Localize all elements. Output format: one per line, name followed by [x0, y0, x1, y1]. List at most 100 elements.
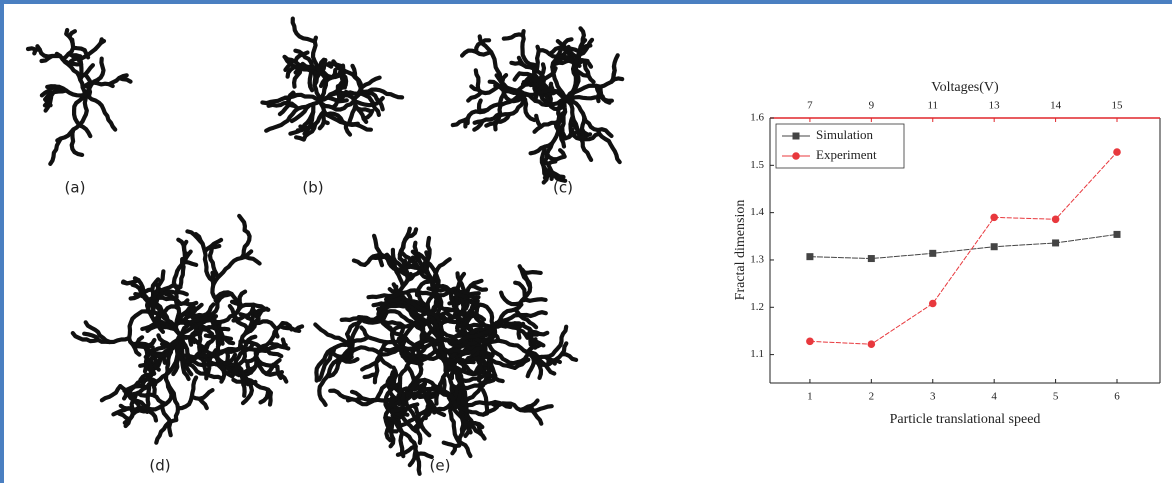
dendrite-branch — [207, 245, 220, 280]
dendrite-branch — [345, 397, 396, 407]
x2-tick-label: 7 — [807, 100, 813, 112]
dendrite-branch — [416, 251, 443, 343]
dendrite-branch — [513, 280, 527, 300]
dendrite-branch — [435, 283, 469, 300]
dendrite-branch — [231, 302, 256, 323]
dendrite-branch — [66, 46, 98, 67]
dendrite-branch — [290, 16, 317, 44]
x2-axis-label: Voltages(V) — [931, 80, 999, 95]
y-tick-label: 1.2 — [750, 301, 764, 313]
fractal — [70, 213, 305, 445]
dendrite-branch — [154, 417, 179, 445]
dendrite-branch — [380, 346, 404, 353]
dendrite-branch — [459, 372, 505, 384]
dendrite-branch — [356, 309, 443, 344]
y-tick-label: 1.6 — [750, 112, 764, 124]
dendrite-branch — [196, 355, 209, 381]
dendrite-branch — [70, 331, 101, 344]
dendrite-branch — [266, 100, 301, 111]
dendrite-branch — [45, 84, 88, 98]
dendrite-branch — [480, 338, 530, 366]
dendrite-branch — [175, 375, 199, 411]
x2-tick-label: 15 — [1112, 100, 1124, 112]
dendrite-branch — [288, 125, 312, 136]
dendrite-branch — [448, 402, 468, 448]
dendrite-branch — [559, 352, 579, 362]
dendrite-branch — [388, 417, 396, 449]
point — [990, 243, 998, 251]
dendrite-branch — [437, 310, 548, 345]
dendrite-branch — [598, 84, 612, 105]
dendrite-branch — [221, 290, 244, 309]
dendrite-branch — [106, 73, 129, 87]
dendrite-branch — [79, 63, 96, 79]
dendrite-branch — [130, 282, 183, 338]
dendrite-branch — [473, 340, 488, 374]
dendrite-branch — [531, 324, 569, 360]
dendrite-branch — [160, 403, 173, 438]
dendrite-branch — [254, 359, 284, 377]
dendrite-branch — [469, 83, 502, 96]
dendrite-branch — [494, 112, 512, 124]
dendrite-branch — [517, 60, 537, 71]
dendrite-branch — [257, 321, 285, 352]
dendrite-branch — [353, 103, 369, 125]
dendrite-branch — [202, 237, 224, 254]
fractal — [260, 16, 405, 142]
dendrite-branch — [425, 383, 447, 418]
dendrite-branch — [193, 232, 215, 283]
x-tick-label: 2 — [869, 391, 875, 403]
dendrite-branch — [359, 310, 445, 345]
dendrite-branch — [517, 71, 538, 79]
dendrite-branch — [317, 112, 326, 131]
dendrite-branch — [301, 122, 318, 142]
dendrite-branch — [397, 377, 458, 410]
dendrite-branch — [82, 331, 132, 345]
x2-tick-label: 13 — [989, 100, 1001, 112]
dendrite-branch — [317, 63, 346, 103]
dendrite-branch — [249, 319, 279, 331]
dendrite-branch — [230, 339, 247, 379]
dendrite-branch — [244, 377, 273, 395]
dendrite-branch — [178, 300, 199, 307]
legend-label: Experiment — [816, 147, 877, 162]
dendrite-branch — [528, 97, 568, 156]
dendrite-branch — [189, 388, 215, 401]
panel-label: (d) — [149, 457, 170, 475]
point — [867, 255, 875, 263]
x-axis-label: Particle translational speed — [890, 412, 1041, 427]
dendrite-branch — [446, 391, 490, 417]
dendrite-branch — [499, 91, 528, 118]
dendrite-branch — [69, 127, 85, 157]
dendrite-branch — [541, 141, 555, 179]
dendrite-branch — [71, 92, 93, 139]
dendrite-branch — [302, 101, 316, 136]
dendrite-branch — [390, 408, 419, 434]
dendrite-branch — [531, 66, 551, 93]
dendrite-branch — [414, 451, 434, 460]
dendrite-branch — [173, 257, 186, 338]
dendrite-branch — [237, 213, 247, 233]
dendrite-branch — [328, 388, 354, 402]
dendrite-branch — [414, 278, 435, 298]
dendrite-branch — [389, 328, 418, 352]
dendrite-branch — [138, 371, 157, 382]
dendrite-branch — [582, 58, 596, 85]
dendrite-branch — [83, 320, 112, 345]
dendrite-branch — [344, 91, 358, 127]
dendrite-branch — [519, 297, 548, 303]
dendrite-branch — [530, 44, 568, 112]
dendrite-branch — [82, 56, 106, 98]
dendrite-branch — [267, 340, 291, 351]
dendrite-branch — [558, 101, 568, 149]
point — [1113, 148, 1121, 156]
dendrite-branch — [559, 129, 582, 142]
dendrite-branch — [128, 339, 168, 359]
dendrite-branch — [409, 346, 421, 365]
y-tick-label: 1.4 — [750, 206, 764, 218]
fractal-images — [25, 16, 625, 476]
dendrite-branch — [239, 228, 252, 261]
dendrite-branch — [293, 50, 310, 64]
dendrite-branch — [135, 391, 168, 407]
